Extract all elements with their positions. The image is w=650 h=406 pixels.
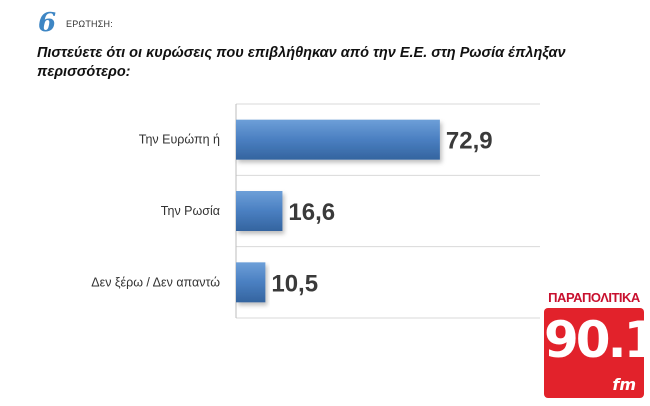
- radio-logo: ΠΑΡΑΠΟΛΙΤΙΚΑ 90.1 fm: [540, 290, 650, 402]
- bar: [236, 119, 440, 160]
- logo-suffix: fm: [612, 375, 636, 394]
- question-label: ΕΡΩΤΗΣΗ:: [66, 19, 113, 29]
- chart-gridlines: [236, 103, 540, 319]
- logo-number: 90.1: [544, 311, 650, 369]
- bar: [236, 191, 283, 231]
- category-label: Την Ευρώπη ή: [139, 133, 220, 147]
- logo-top-text: ΠΑΡΑΠΟΛΙΤΙΚΑ: [548, 290, 640, 305]
- question-text: Πιστεύετε ότι οι κυρώσεις που επιβλήθηκα…: [37, 45, 566, 80]
- logo-box: 90.1 fm: [544, 308, 650, 398]
- bar: [236, 262, 266, 303]
- value-label: 72,9: [446, 128, 493, 155]
- question-number: 6: [38, 8, 57, 38]
- category-label: Την Ρωσία: [161, 204, 220, 218]
- value-label: 16,6: [288, 199, 335, 226]
- value-label: 10,5: [271, 270, 318, 297]
- chart-bars: [236, 119, 440, 303]
- chart-labels: Την Ευρώπη ή 72,9 Την Ρωσία 16,6 Δεν ξέρω / …: [91, 128, 492, 298]
- category-label: Δεν ξέρω / Δεν απαντώ: [91, 275, 220, 289]
